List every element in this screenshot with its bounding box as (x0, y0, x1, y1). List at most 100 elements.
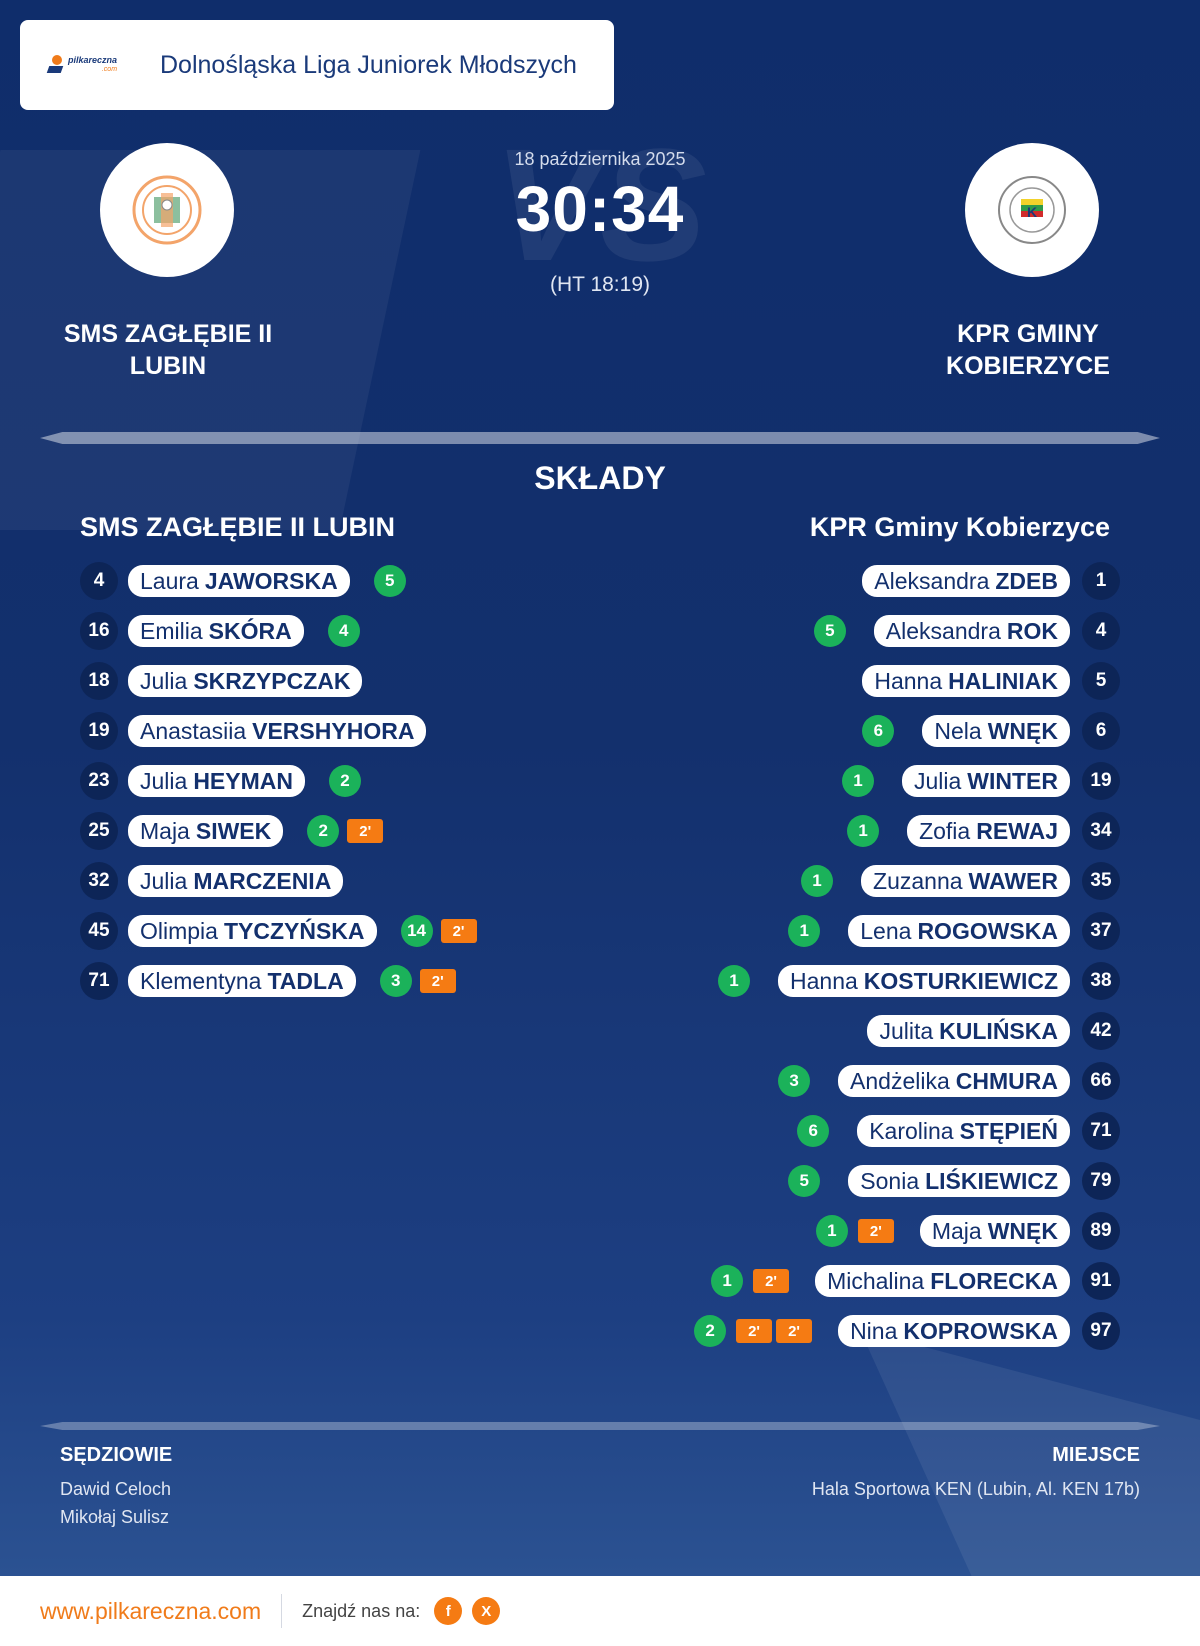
player-number: 45 (80, 912, 118, 950)
player-stats: 1 (718, 965, 756, 997)
player-first-name: Sonia (860, 1167, 920, 1194)
player-first-name: Emilia (140, 617, 203, 644)
goals-badge: 1 (711, 1265, 744, 1297)
player-first-name: Anastasiia (140, 717, 247, 744)
player-number: 71 (80, 962, 118, 1000)
player-name: Maja SIWEK (128, 815, 284, 847)
goals-badge: 1 (841, 765, 874, 797)
player-first-name: Julia (913, 767, 962, 794)
away-squad-title: KPR Gminy Kobierzyce (809, 512, 1110, 542)
facebook-icon[interactable]: f (434, 1597, 463, 1625)
halftime-score: (HT 18:19) (550, 273, 650, 296)
player-last-name: HEYMAN (193, 767, 293, 794)
player-row: 1 2' Maja WNĘK 89 (694, 1206, 1120, 1256)
svg-text:K: K (1027, 204, 1037, 220)
goals-badge: 2 (328, 765, 361, 797)
home-team-crest (100, 143, 234, 277)
player-number: 66 (1082, 1062, 1120, 1100)
player-last-name: SIWEK (195, 817, 272, 844)
goals-badge: 14 (400, 915, 433, 947)
player-name: Hanna HALINIAK (862, 665, 1070, 697)
player-first-name: Karolina (869, 1117, 954, 1144)
player-first-name: Julia (140, 667, 188, 694)
player-last-name: ROK (1006, 617, 1058, 644)
player-name: Michalina FLORECKA (815, 1265, 1070, 1297)
league-title: Dolnośląska Liga Juniorek Młodszych (160, 50, 577, 79)
goals-badge: 3 (379, 965, 412, 997)
player-number: 4 (1082, 612, 1120, 650)
player-first-name: Maja (140, 817, 190, 844)
player-stats: 6 (862, 715, 900, 747)
player-first-name: Hanna (874, 667, 943, 694)
goals-badge: 1 (815, 1215, 848, 1247)
player-name: Julia MARCZENIA (128, 865, 344, 897)
player-number: 34 (1082, 812, 1120, 850)
home-squad-title: SMS ZAGŁĘBIE II LUBIN (80, 512, 396, 542)
player-last-name: STĘPIEŃ (959, 1117, 1058, 1144)
player-number: 5 (1082, 662, 1120, 700)
player-name: Zofia REWAJ (907, 815, 1070, 847)
player-row: Hanna HALINIAK 5 (694, 656, 1120, 706)
goals-badge: 5 (373, 565, 406, 597)
player-last-name: KOSTURKIEWICZ (863, 967, 1058, 994)
footer-separator (281, 1594, 283, 1628)
player-number: 23 (80, 762, 118, 800)
player-first-name: Maja (931, 1217, 982, 1244)
player-name: Andżelika CHMURA (838, 1065, 1070, 1097)
player-number: 25 (80, 812, 118, 850)
match-score: 30:34 (515, 173, 685, 245)
player-row: 1 Zuzanna WAWER 35 (694, 856, 1120, 906)
player-name: Sonia LIŚKIEWICZ (848, 1165, 1070, 1197)
player-row: Julita KULIŃSKA 42 (694, 1006, 1120, 1056)
divider (40, 432, 1160, 444)
venue-value: Hala Sportowa KEN (Lubin, Al. KEN 17b) (811, 1479, 1140, 1499)
logo-icon (46, 55, 66, 75)
player-row: Aleksandra ZDEB 1 (694, 556, 1120, 606)
player-name: Klementyna TADLA (128, 965, 356, 997)
player-first-name: Lena (860, 917, 912, 944)
suspension-badge: 2' (753, 1269, 790, 1293)
player-row: 25 Maja SIWEK 2 2' (80, 806, 477, 856)
goals-badge: 4 (327, 615, 360, 647)
player-number: 89 (1082, 1212, 1120, 1250)
home-squad-list: 4 Laura JAWORSKA 5 16 Emilia SKÓRA 4 18 Julia SKRZ… (80, 556, 477, 1006)
player-last-name: ZDEB (995, 567, 1058, 594)
player-last-name: HALINIAK (948, 667, 1058, 694)
away-team-crest: K (965, 143, 1099, 277)
header-card: pilkareczna .com Dolnośląska Liga Juniore… (20, 20, 614, 110)
find-us-label: Znajdź nas na: (302, 1600, 421, 1621)
goals-badge: 6 (862, 715, 895, 747)
player-name: Laura JAWORSKA (128, 565, 350, 597)
player-name: Anastasiia VERSHYHORA (128, 715, 427, 747)
player-stats: 6 (797, 1115, 835, 1147)
player-first-name: Olimpia (140, 917, 218, 944)
goals-badge: 6 (797, 1115, 830, 1147)
player-row: 32 Julia MARCZENIA (80, 856, 477, 906)
player-last-name: WNĘK (987, 717, 1058, 744)
player-first-name: Michalina (827, 1267, 925, 1294)
player-stats: 1 2' (711, 1265, 793, 1297)
player-number: 79 (1082, 1162, 1120, 1200)
suspension-badge: 2' (857, 1219, 894, 1243)
player-last-name: KULIŃSKA (939, 1017, 1058, 1044)
player-last-name: MARCZENIA (193, 867, 332, 894)
player-stats: 1 (841, 765, 880, 797)
site-logo[interactable]: pilkareczna .com (46, 55, 148, 75)
player-name: Karolina STĘPIEŃ (857, 1115, 1070, 1147)
player-row: 6 Karolina STĘPIEŃ 71 (694, 1106, 1120, 1156)
goals-badge: 5 (788, 1165, 821, 1197)
player-last-name: WINTER (967, 767, 1058, 794)
player-first-name: Julita (879, 1017, 934, 1044)
player-name: Lena ROGOWSKA (848, 915, 1070, 947)
x-icon[interactable]: X (472, 1597, 501, 1625)
suspension-badge: 2' (776, 1319, 813, 1343)
player-stats: 3 (778, 1065, 816, 1097)
site-link[interactable]: www.pilkareczna.com (40, 1597, 262, 1624)
player-row: 16 Emilia SKÓRA 4 (80, 606, 477, 656)
player-stats: 1 (801, 865, 839, 897)
player-stats: 5 (813, 615, 852, 647)
footer: www.pilkareczna.com Znajdź nas na: f X (0, 1576, 1200, 1646)
player-name: Olimpia TYCZYŃSKA (128, 915, 377, 947)
player-first-name: Zuzanna (873, 867, 963, 894)
player-name: Julita KULIŃSKA (867, 1015, 1070, 1047)
